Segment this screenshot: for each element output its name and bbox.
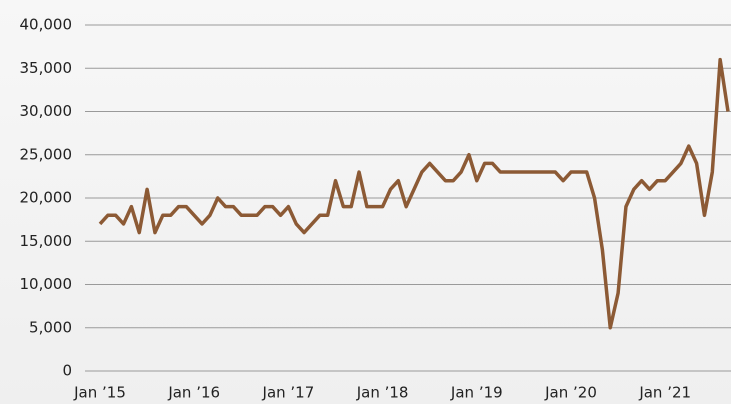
x-tick-label: Jan ’20 xyxy=(544,384,597,402)
y-tick-label: 5,000 xyxy=(29,318,72,336)
y-tick-label: 30,000 xyxy=(20,102,73,120)
y-tick-label: 25,000 xyxy=(20,145,73,163)
y-tick-label: 10,000 xyxy=(20,275,73,293)
line-series xyxy=(98,57,730,330)
x-tick-label: Jan ’15 xyxy=(73,384,126,402)
x-tick-label: Jan ’21 xyxy=(638,384,691,402)
x-tick-label: Jan ’16 xyxy=(167,384,220,402)
y-tick-label: 35,000 xyxy=(20,59,73,77)
x-tick-label: Jan ’17 xyxy=(262,384,315,402)
x-tick-label: Jan ’18 xyxy=(356,384,409,402)
y-tick-label: 40,000 xyxy=(20,16,73,34)
y-tick-label: 15,000 xyxy=(20,232,73,250)
x-tick-label: Jan ’19 xyxy=(450,384,503,402)
y-tick-label: 20,000 xyxy=(20,189,73,207)
y-tick-label: 0 xyxy=(62,362,72,380)
